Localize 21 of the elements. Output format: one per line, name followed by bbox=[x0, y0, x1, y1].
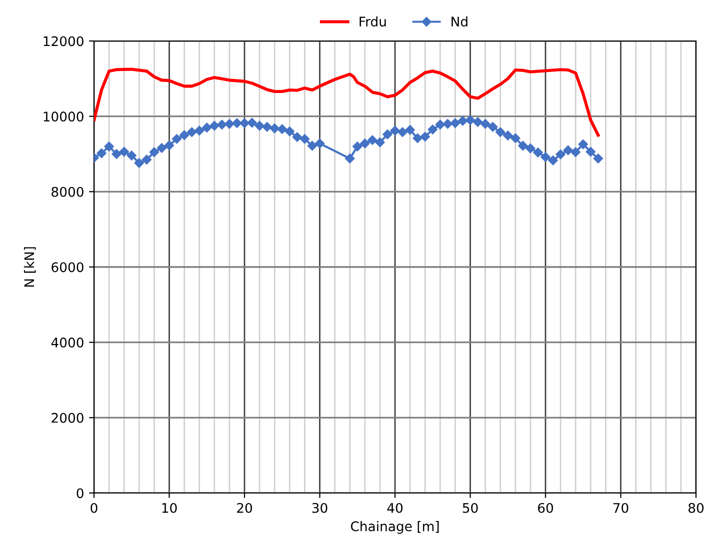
legend-label: Frdu bbox=[360, 16, 386, 27]
y-axis-title: N [kN] bbox=[24, 247, 36, 287]
x-tick-label: 80 bbox=[688, 502, 704, 513]
legend-label: Nd bbox=[452, 16, 468, 27]
x-tick-label: 60 bbox=[538, 502, 554, 513]
line-series bbox=[94, 68, 600, 137]
y-tick-label: 6000 bbox=[52, 262, 84, 272]
y-tick-label: 12000 bbox=[44, 36, 84, 46]
x-tick-label: 10 bbox=[162, 502, 177, 513]
y-tick-label: 10000 bbox=[44, 112, 84, 122]
y-tick-label: 8000 bbox=[52, 186, 84, 197]
x-axis-title: Chainage [m] bbox=[350, 521, 439, 534]
x-tick-label: 30 bbox=[312, 502, 328, 513]
x-tick-label: 70 bbox=[613, 502, 628, 513]
x-tick-label: 50 bbox=[462, 502, 478, 513]
y-tick-label: 2000 bbox=[52, 412, 84, 423]
x-tick-label: 40 bbox=[387, 502, 403, 513]
x-tick-label: 0 bbox=[90, 502, 98, 513]
y-tick-label: 4000 bbox=[51, 338, 84, 348]
x-tick-label: 20 bbox=[237, 502, 252, 513]
y-tick-label: 0 bbox=[76, 488, 84, 498]
